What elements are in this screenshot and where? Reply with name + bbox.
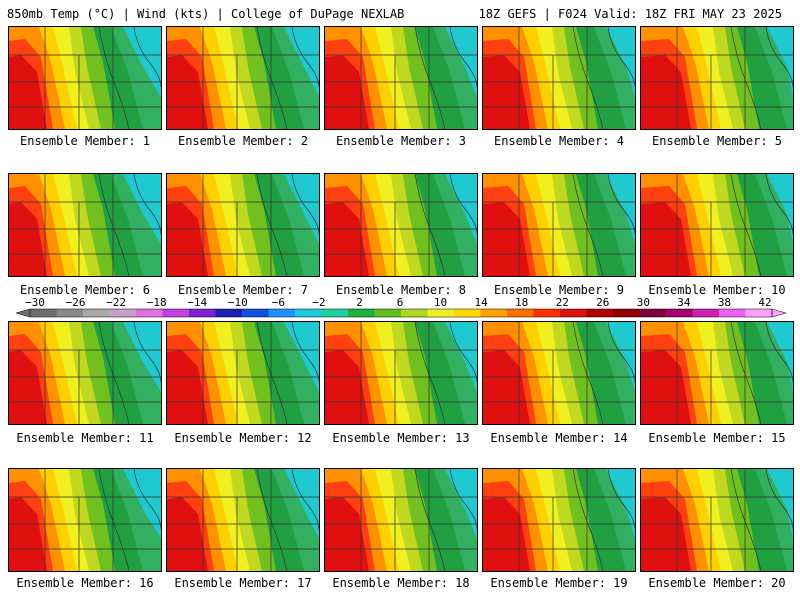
ensemble-member-map-8 xyxy=(324,173,478,277)
ensemble-member-label-9: Ensemble Member: 9 xyxy=(493,283,625,297)
colorbar-tick-label: −30 xyxy=(25,296,45,309)
ensemble-member-map-20 xyxy=(640,468,794,572)
ensemble-member-map-2 xyxy=(166,26,320,130)
colorbar-swatch xyxy=(215,309,243,317)
colorbar-swatch xyxy=(83,309,110,317)
ensemble-member-map-18 xyxy=(324,468,478,572)
ensemble-member-label-5: Ensemble Member: 5 xyxy=(651,134,783,148)
colorbar-tick-label: 6 xyxy=(396,296,404,309)
ensemble-member-label-12: Ensemble Member: 12 xyxy=(174,431,312,445)
colorbar-swatch xyxy=(666,309,693,317)
ensemble-member-label-19: Ensemble Member: 19 xyxy=(490,576,628,590)
colorbar-tick-label: −22 xyxy=(106,296,127,309)
colorbar-tick-label: 38 xyxy=(717,296,732,309)
colorbar-tick-label: 14 xyxy=(474,296,488,309)
colorbar-swatch xyxy=(586,309,614,317)
colorbar-swatch xyxy=(30,309,57,317)
ensemble-member-map-12 xyxy=(166,321,320,425)
colorbar-tick-label: 10 xyxy=(433,296,448,309)
colorbar-swatch xyxy=(639,309,667,317)
ensemble-member-map-1 xyxy=(8,26,162,130)
colorbar-tick-label: 30 xyxy=(636,296,650,309)
colorbar-swatch xyxy=(295,309,322,317)
ensemble-member-label-4: Ensemble Member: 4 xyxy=(493,134,625,148)
colorbar-tick-label: 18 xyxy=(515,296,529,309)
ensemble-member-map-4 xyxy=(482,26,636,130)
chart-title: 850mb Temp (°C) | Wind (kts) | College o… xyxy=(7,7,405,21)
ensemble-member-label-13: Ensemble Member: 13 xyxy=(332,431,470,445)
ensemble-member-map-19 xyxy=(482,468,636,572)
ensemble-member-label-6: Ensemble Member: 6 xyxy=(19,283,151,297)
ensemble-member-label-3: Ensemble Member: 3 xyxy=(335,134,467,148)
colorbar-left-arrow xyxy=(15,308,31,318)
colorbar-tick-label: −6 xyxy=(271,296,285,309)
ensemble-member-map-16 xyxy=(8,468,162,572)
colorbar-swatch xyxy=(374,309,402,317)
ensemble-member-label-10: Ensemble Member: 10 xyxy=(648,283,786,297)
colorbar-swatch xyxy=(427,309,455,317)
colorbar-swatch xyxy=(560,309,587,317)
colorbar-swatch xyxy=(189,309,216,317)
ensemble-member-label-8: Ensemble Member: 8 xyxy=(335,283,467,297)
colorbar-tick-label: −18 xyxy=(146,296,167,309)
colorbar-right-arrow xyxy=(771,308,787,318)
colorbar-swatch xyxy=(480,309,508,317)
ensemble-member-map-14 xyxy=(482,321,636,425)
colorbar-tick-label: 22 xyxy=(555,296,569,309)
ensemble-member-label-14: Ensemble Member: 14 xyxy=(490,431,628,445)
temperature-colorbar xyxy=(15,308,787,318)
colorbar-swatch xyxy=(348,309,375,317)
colorbar-swatch xyxy=(719,309,746,317)
colorbar-tick-label: 2 xyxy=(356,296,363,309)
ensemble-member-map-9 xyxy=(482,173,636,277)
colorbar-tick-label: −14 xyxy=(187,296,208,309)
colorbar-swatch xyxy=(56,309,84,317)
ensemble-member-label-7: Ensemble Member: 7 xyxy=(177,283,309,297)
colorbar-swatch xyxy=(401,309,428,317)
colorbar-swatch xyxy=(268,309,296,317)
colorbar-tick-label: 42 xyxy=(758,296,772,309)
ensemble-member-map-6 xyxy=(8,173,162,277)
colorbar-swatch xyxy=(454,309,481,317)
ensemble-member-map-15 xyxy=(640,321,794,425)
ensemble-member-label-15: Ensemble Member: 15 xyxy=(648,431,786,445)
colorbar-swatch xyxy=(692,309,720,317)
ensemble-member-label-18: Ensemble Member: 18 xyxy=(332,576,470,590)
colorbar-tick-label: −2 xyxy=(312,296,326,309)
ensemble-member-map-11 xyxy=(8,321,162,425)
colorbar-tick-label: −26 xyxy=(65,296,86,309)
ensemble-member-map-17 xyxy=(166,468,320,572)
colorbar-tick-label: −10 xyxy=(227,296,248,309)
ensemble-member-label-17: Ensemble Member: 17 xyxy=(174,576,312,590)
colorbar-swatch xyxy=(109,309,137,317)
colorbar-swatch xyxy=(136,309,163,317)
colorbar-swatch xyxy=(745,309,773,317)
colorbar-tick-label: 34 xyxy=(677,296,691,309)
colorbar-tick-label: 26 xyxy=(596,296,610,309)
ensemble-member-map-5 xyxy=(640,26,794,130)
run-valid-time: 18Z GEFS | F024 Valid: 18Z FRI MAY 23 20… xyxy=(478,7,782,21)
ensemble-member-label-1: Ensemble Member: 1 xyxy=(19,134,151,148)
ensemble-member-label-2: Ensemble Member: 2 xyxy=(177,134,309,148)
colorbar-swatch xyxy=(507,309,534,317)
ensemble-member-label-11: Ensemble Member: 11 xyxy=(16,431,154,445)
colorbar-swatch xyxy=(613,309,640,317)
colorbar-swatch xyxy=(242,309,269,317)
ensemble-member-map-7 xyxy=(166,173,320,277)
colorbar-swatch xyxy=(162,309,190,317)
colorbar-swatch xyxy=(321,309,349,317)
ensemble-member-label-20: Ensemble Member: 20 xyxy=(648,576,786,590)
ensemble-member-map-10 xyxy=(640,173,794,277)
colorbar-swatch xyxy=(533,309,561,317)
ensemble-member-map-3 xyxy=(324,26,478,130)
ensemble-member-label-16: Ensemble Member: 16 xyxy=(16,576,154,590)
ensemble-member-map-13 xyxy=(324,321,478,425)
